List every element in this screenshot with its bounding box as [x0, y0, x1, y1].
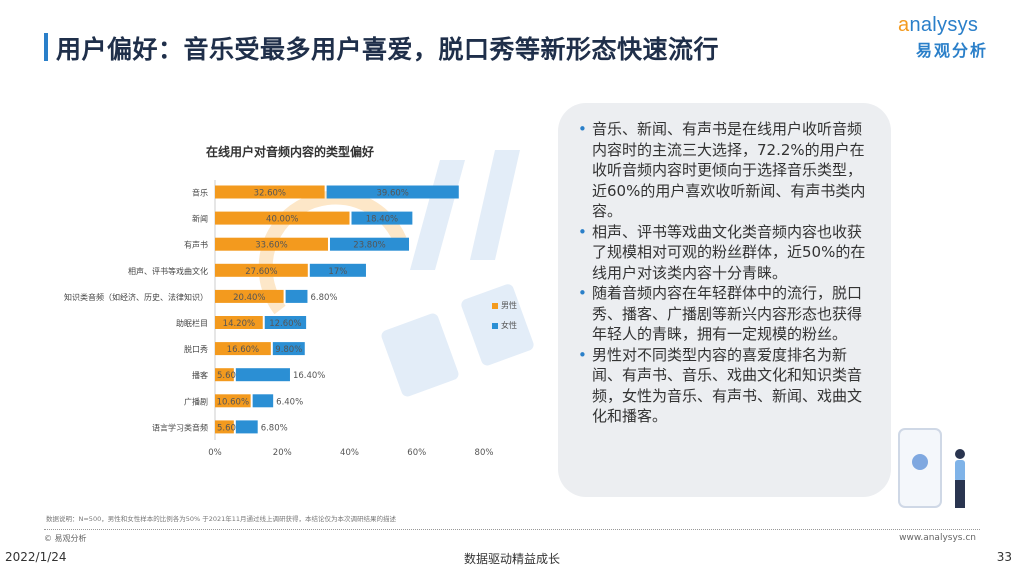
data-label: 17%	[328, 267, 347, 277]
footer-divider	[44, 529, 980, 530]
data-label: 10.60%	[217, 397, 249, 407]
bar-male	[215, 237, 328, 251]
category-label: 新闻	[192, 214, 208, 224]
bar-female	[285, 289, 308, 303]
category-label: 相声、评书等戏曲文化	[128, 266, 208, 276]
category-label: 脱口秀	[184, 344, 208, 354]
data-label: 14.20%	[223, 319, 255, 329]
bar-male	[215, 368, 234, 382]
page-number: 33	[996, 550, 1012, 564]
legend-female: 女性	[492, 320, 517, 331]
bar-female	[264, 316, 307, 329]
data-label: 5.60%	[217, 423, 244, 433]
logo-en: analysys	[898, 14, 979, 36]
category-label: 语言学习类音频	[152, 422, 208, 432]
x-tick-label: 80%	[475, 448, 494, 458]
play-icon	[912, 454, 928, 470]
logo-cn: 易观分析	[916, 41, 989, 60]
insight-panel: 音乐、新闻、有声书是在线用户收听音频内容时的主流三大选择，72.2%的用户在收听…	[558, 103, 891, 497]
data-label: 9.80%	[275, 345, 302, 355]
phone-illustration-icon	[898, 428, 942, 508]
data-label: 16.60%	[227, 345, 259, 355]
data-label: 40.00%	[266, 215, 298, 225]
chart-title: 在线用户对音频内容的类型偏好	[205, 145, 374, 159]
data-label: 20.40%	[233, 293, 265, 303]
legend-label-female: 女性	[501, 321, 517, 330]
copyright: © 易观分析	[44, 534, 87, 543]
data-label: 6.80%	[261, 423, 288, 433]
bar-female	[235, 420, 258, 434]
data-label: 39.60%	[376, 189, 408, 199]
legend-male: 男性	[492, 300, 517, 311]
bar-male	[215, 342, 271, 356]
data-label: 12.60%	[269, 319, 301, 329]
page-title: 用户偏好：音乐受最多用户喜爱，脱口秀等新形态快速流行	[56, 35, 720, 64]
legend-swatch-female	[492, 322, 498, 329]
category-label: 播客	[192, 370, 208, 380]
bar-male	[215, 316, 263, 329]
data-label: 27.60%	[245, 267, 277, 277]
x-tick-label: 60%	[407, 448, 426, 458]
category-label: 有声书	[184, 240, 208, 250]
bar-female	[326, 185, 459, 199]
data-note: 数据说明：N=500，男性和女性样本的比例各为50% 于2021年11月通过线上…	[46, 515, 397, 523]
bar-male	[215, 185, 325, 199]
bar-chart: 音乐 32.60% 39.60% 新闻 40.00% 18.40% 有声书 33.60% 23.…	[64, 180, 494, 458]
bar-female	[235, 368, 290, 382]
category-label: 知识类音频（如经济、历史、法律知识）	[64, 292, 208, 302]
category-label: 音乐	[192, 188, 208, 198]
legend-swatch-male	[492, 302, 498, 309]
logo: analysys 易观分析	[898, 14, 998, 61]
watermark-graphic	[258, 150, 534, 397]
bar-male	[215, 211, 350, 225]
data-label: 32.60%	[254, 189, 286, 199]
bar-female	[329, 237, 410, 251]
person-illustration-icon	[955, 449, 965, 508]
bar-female	[309, 263, 366, 277]
x-tick-label: 0%	[208, 448, 222, 458]
bar-male	[215, 263, 308, 277]
bullet-1: 音乐、新闻、有声书是在线用户收听音频内容时的主流三大选择，72.2%的用户在收听…	[578, 119, 875, 222]
x-tick-label: 40%	[340, 448, 359, 458]
bar-male	[215, 394, 251, 408]
bar-female	[252, 394, 274, 408]
date: 2022/1/24	[5, 550, 67, 564]
category-label: 广播剧	[184, 396, 208, 406]
data-label: 23.80%	[353, 241, 385, 251]
website-link[interactable]: www.analysys.cn	[899, 533, 976, 543]
slogan: 数据驱动精益成长	[463, 552, 560, 566]
bullet-3: 随着音频内容在年轻群体中的流行，脱口秀、播客、广播剧等新兴内容形态也获得年轻人的…	[578, 283, 875, 345]
bar-male	[215, 289, 284, 303]
bullet-4: 男性对不同类型内容的喜爱度排名为新闻、有声书、音乐、戏曲文化和知识类音频，女性为…	[578, 345, 875, 427]
data-label: 16.40%	[293, 371, 325, 381]
title-accent-bar	[44, 33, 48, 61]
category-label: 助眠栏目	[176, 318, 208, 328]
data-label: 5.60%	[217, 371, 244, 381]
bar-male	[215, 420, 234, 434]
legend-label-male: 男性	[501, 301, 517, 310]
bullet-2: 相声、评书等戏曲文化类音频内容也收获了规模相对可观的粉丝群体，近50%的在线用户…	[578, 222, 875, 284]
bar-female	[272, 342, 305, 356]
x-tick-label: 20%	[273, 448, 292, 458]
data-label: 18.40%	[366, 215, 398, 225]
data-label: 6.80%	[310, 293, 337, 303]
bar-female	[351, 211, 413, 225]
data-label: 33.60%	[255, 241, 287, 251]
data-label: 6.40%	[276, 397, 303, 407]
